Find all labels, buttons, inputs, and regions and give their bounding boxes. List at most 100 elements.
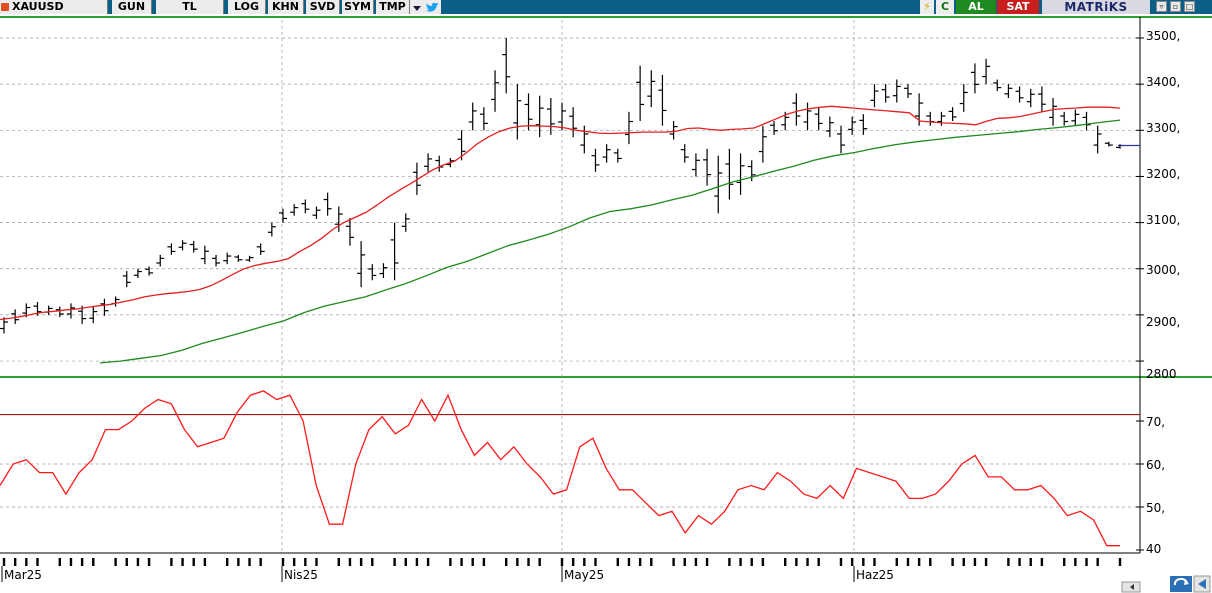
- rsi-line: [0, 390, 1120, 547]
- x-tick-mark: [315, 558, 318, 566]
- x-tick-mark: [25, 558, 28, 566]
- chart-area: 3500, 3400, 3300, 3200, 3100, 3000, 2900…: [0, 14, 1212, 593]
- ohlc-bar: [66, 303, 75, 319]
- period-button[interactable]: GUN: [112, 0, 152, 14]
- x-tick-mark: [114, 558, 117, 566]
- sym-label: SYM: [344, 0, 371, 13]
- x-tick-mark: [125, 558, 128, 566]
- ohlc-bar: [613, 148, 622, 163]
- buy-button[interactable]: AL: [956, 0, 996, 14]
- lightning-icon[interactable]: ⚡: [920, 0, 934, 14]
- x-tick-mark: [13, 558, 17, 566]
- sma-line: [99, 119, 1121, 364]
- ohlc-bar: [323, 192, 332, 216]
- buy-label: AL: [968, 0, 984, 13]
- x-tick-mark: [516, 558, 519, 566]
- gridlines: [0, 20, 1144, 553]
- y-tick-label: 3400,: [1146, 75, 1180, 89]
- tmp-button[interactable]: TMP: [376, 0, 410, 14]
- ohlc-bar: [770, 121, 779, 135]
- ohlc-bar: [948, 107, 957, 122]
- ohlc-bar: [535, 95, 544, 138]
- x-tick-mark: [1085, 558, 1088, 566]
- ohlc-bar: [602, 144, 611, 163]
- refresh-c-button[interactable]: C: [936, 0, 954, 14]
- ohlc-bar: [591, 148, 600, 172]
- x-tick-mark: [638, 558, 642, 566]
- period-label: GUN: [117, 0, 146, 13]
- ohlc-bar: [546, 97, 555, 135]
- y-axis-ticks: 3500, 3400, 3300, 3200, 3100, 3000, 2900…: [1146, 29, 1180, 556]
- y-tick-label: 3200,: [1146, 167, 1180, 181]
- ohlc-bar: [1093, 125, 1102, 154]
- x-tick-mark: [984, 558, 988, 566]
- minimize-icon[interactable]: ▿: [1156, 1, 1167, 12]
- refresh-icon[interactable]: [1170, 576, 1192, 592]
- x-tick-mark: [1018, 558, 1021, 566]
- svd-button[interactable]: SVD: [306, 0, 340, 14]
- x-tick-mark: [426, 558, 430, 566]
- x-tick-mark: [973, 558, 977, 566]
- ohlc-bar: [279, 208, 287, 223]
- sym-button[interactable]: SYM: [342, 0, 374, 14]
- ohlc-bar: [412, 162, 421, 195]
- ohlc-bar: [580, 125, 589, 154]
- ohlc-bar: [1015, 86, 1024, 103]
- x-tick-mark: [1040, 558, 1044, 566]
- x-tick-label: Mar25: [4, 568, 42, 582]
- x-tick-mark: [672, 558, 675, 566]
- x-tick-mark: [226, 558, 229, 566]
- x-tick-mark: [683, 558, 686, 566]
- ohlc-bar: [301, 199, 310, 214]
- restore-icon[interactable]: ▫: [1170, 1, 1181, 12]
- y-tick-label: 3300,: [1146, 121, 1180, 135]
- rsi-tick-label: 50,: [1146, 501, 1165, 515]
- x-tick-mark: [705, 558, 709, 566]
- x-tick-mark: [895, 558, 898, 566]
- ohlc-bar: [881, 84, 890, 103]
- ohlc-bar: [903, 84, 912, 98]
- symbol-icon: [1, 3, 9, 11]
- x-tick-mark: [460, 558, 463, 566]
- x-tick-mark: [761, 558, 765, 566]
- x-tick-mark: [281, 558, 285, 566]
- currency-button[interactable]: TL: [156, 0, 224, 14]
- ohlc-bar: [234, 254, 243, 262]
- ohlc-bar: [223, 252, 232, 265]
- ohlc-bar: [892, 79, 901, 103]
- x-tick-mark: [806, 558, 809, 566]
- moving-averages: [0, 105, 1121, 364]
- symbol-selector[interactable]: XAUUSD: [0, 0, 108, 14]
- ohlc-bar: [870, 84, 879, 108]
- ohlc-bar: [312, 206, 321, 219]
- ohlc-bar: [368, 264, 377, 281]
- y-tick-label: 3000,: [1146, 263, 1180, 277]
- x-tick-mark: [1118, 558, 1122, 566]
- rsi-series: [0, 390, 1120, 547]
- x-tick-mark: [237, 558, 240, 566]
- khn-button[interactable]: KHN: [268, 0, 304, 14]
- sell-button[interactable]: SAT: [997, 0, 1039, 14]
- ohlc-bar: [825, 116, 834, 138]
- play-back-icon[interactable]: [1193, 575, 1211, 593]
- scroll-left-icon[interactable]: [1121, 581, 1141, 593]
- log-button[interactable]: LOG: [228, 0, 266, 14]
- ohlc-bar: [703, 148, 712, 186]
- ohlc-bar: [1060, 111, 1069, 126]
- ohlc-bar: [479, 107, 488, 131]
- x-tick-mark: [929, 558, 932, 566]
- ohlc-bar: [379, 263, 388, 278]
- ohlc-bar: [1104, 141, 1113, 147]
- x-tick-mark: [58, 558, 61, 566]
- x-tick-mark: [616, 558, 619, 566]
- khn-label: KHN: [272, 0, 299, 13]
- x-tick-label: May25: [564, 568, 604, 582]
- maximize-icon[interactable]: □: [1184, 1, 1195, 12]
- twitter-bird-icon[interactable]: [424, 0, 441, 14]
- x-tick-mark: [2, 558, 6, 566]
- x-axis: Mar25 Nis25 May25 Haz25: [1, 558, 1122, 582]
- dropdown-arrow-icon[interactable]: [410, 0, 424, 14]
- ohlc-bar: [1037, 86, 1046, 112]
- toolbar: XAUUSD GUN TL LOG KHN SVD SYM TMP ⚡ C AL…: [0, 0, 1212, 14]
- x-tick-mark: [917, 558, 921, 566]
